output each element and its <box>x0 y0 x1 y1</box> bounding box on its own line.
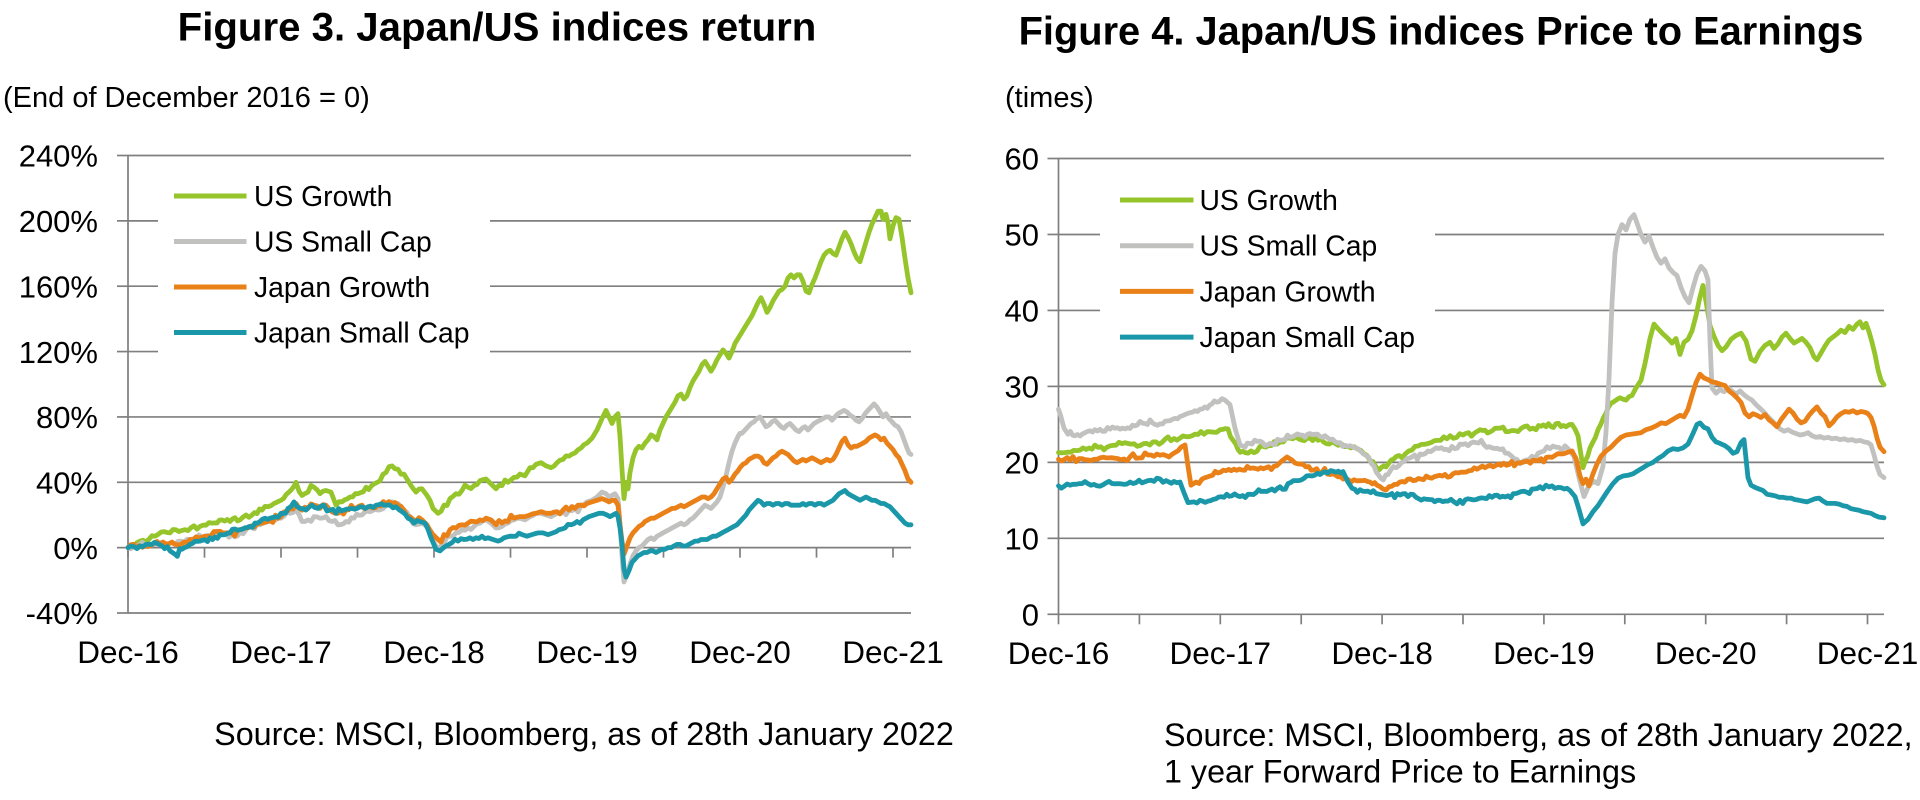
svg-text:Dec-17: Dec-17 <box>230 634 332 670</box>
svg-text:60: 60 <box>1005 142 1039 177</box>
svg-text:US Small Cap: US Small Cap <box>254 226 432 258</box>
svg-text:(End of December 2016 = 0): (End of December 2016 = 0) <box>3 82 370 114</box>
svg-text:0%: 0% <box>53 531 98 566</box>
svg-text:0: 0 <box>1022 598 1039 633</box>
svg-text:-40%: -40% <box>26 596 98 631</box>
svg-text:Japan Small Cap: Japan Small Cap <box>1200 321 1416 353</box>
svg-text:240%: 240% <box>19 139 98 174</box>
svg-text:Source: MSCI, Bloomberg, as of: Source: MSCI, Bloomberg, as of 28th Janu… <box>1164 717 1913 753</box>
svg-text:120%: 120% <box>19 335 98 370</box>
svg-text:US Growth: US Growth <box>1200 184 1338 216</box>
svg-text:Dec-20: Dec-20 <box>1655 635 1757 671</box>
svg-text:40: 40 <box>1005 294 1039 329</box>
svg-text:20: 20 <box>1005 446 1039 481</box>
svg-text:Japan Small Cap: Japan Small Cap <box>254 317 470 349</box>
svg-text:10: 10 <box>1005 522 1039 557</box>
svg-text:Dec-18: Dec-18 <box>383 634 485 670</box>
svg-text:US Small Cap: US Small Cap <box>1200 230 1378 262</box>
svg-text:Dec-17: Dec-17 <box>1170 635 1272 671</box>
svg-text:US Growth: US Growth <box>254 180 392 212</box>
svg-text:200%: 200% <box>19 204 98 239</box>
svg-text:Japan Growth: Japan Growth <box>1200 275 1376 307</box>
svg-text:Figure 3. Japan/US indices ret: Figure 3. Japan/US indices return <box>178 5 817 50</box>
svg-text:Dec-16: Dec-16 <box>1008 635 1110 671</box>
svg-text:Dec-21: Dec-21 <box>842 634 944 670</box>
svg-text:30: 30 <box>1005 370 1039 405</box>
svg-text:Dec-16: Dec-16 <box>77 634 179 670</box>
svg-text:Japan Growth: Japan Growth <box>254 271 430 303</box>
svg-text:50: 50 <box>1005 218 1039 253</box>
svg-text:Dec-19: Dec-19 <box>1493 635 1595 671</box>
svg-text:(times): (times) <box>1005 82 1094 114</box>
svg-text:80%: 80% <box>36 400 98 435</box>
svg-text:40%: 40% <box>36 466 98 501</box>
svg-text:Dec-19: Dec-19 <box>536 634 638 670</box>
svg-text:1 year Forward Price to Earnin: 1 year Forward Price to Earnings <box>1164 754 1636 790</box>
svg-text:Dec-20: Dec-20 <box>689 634 791 670</box>
svg-text:160%: 160% <box>19 269 98 304</box>
svg-text:Dec-21: Dec-21 <box>1817 635 1919 671</box>
svg-text:Dec-18: Dec-18 <box>1331 635 1433 671</box>
svg-text:Figure 4. Japan/US indices Pri: Figure 4. Japan/US indices Price to Earn… <box>1019 10 1864 54</box>
svg-text:Source: MSCI, Bloomberg, as of: Source: MSCI, Bloomberg, as of 28th Janu… <box>214 716 954 752</box>
